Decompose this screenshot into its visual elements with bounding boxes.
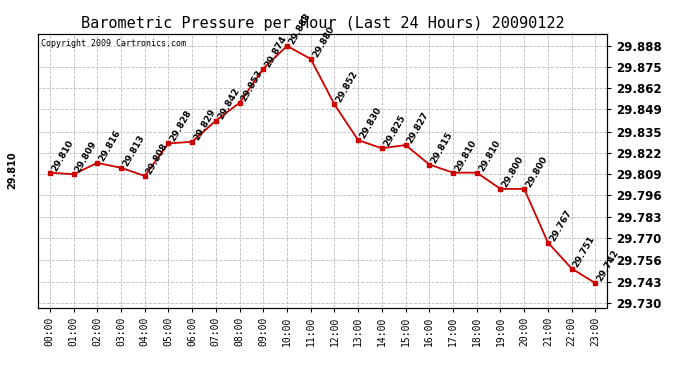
Text: 29.852: 29.852 [335,70,359,104]
Text: Copyright 2009 Cartronics.com: Copyright 2009 Cartronics.com [41,39,186,48]
Text: 29.816: 29.816 [97,128,122,163]
Text: 29.815: 29.815 [429,130,455,165]
Text: 29.853: 29.853 [239,68,265,103]
Text: 29.742: 29.742 [595,248,620,283]
Text: 29.842: 29.842 [216,86,241,121]
Text: 29.810: 29.810 [50,138,75,172]
Text: 29.751: 29.751 [571,234,597,268]
Text: 29.810: 29.810 [8,152,17,189]
Text: 29.827: 29.827 [406,110,431,145]
Text: 29.888: 29.888 [287,11,312,46]
Text: 29.828: 29.828 [168,109,194,143]
Text: 29.880: 29.880 [310,24,336,59]
Text: 29.829: 29.829 [192,107,217,142]
Text: 29.800: 29.800 [500,154,526,189]
Text: 29.825: 29.825 [382,114,407,148]
Text: 29.830: 29.830 [358,106,383,140]
Text: 29.800: 29.800 [524,154,549,189]
Text: 29.813: 29.813 [121,133,146,168]
Title: Barometric Pressure per Hour (Last 24 Hours) 20090122: Barometric Pressure per Hour (Last 24 Ho… [81,16,564,31]
Text: 29.874: 29.874 [264,34,288,69]
Text: 29.810: 29.810 [477,138,502,172]
Text: 29.810: 29.810 [453,138,478,172]
Text: 29.808: 29.808 [145,141,170,176]
Text: 29.767: 29.767 [548,208,573,243]
Text: 29.809: 29.809 [74,140,99,174]
